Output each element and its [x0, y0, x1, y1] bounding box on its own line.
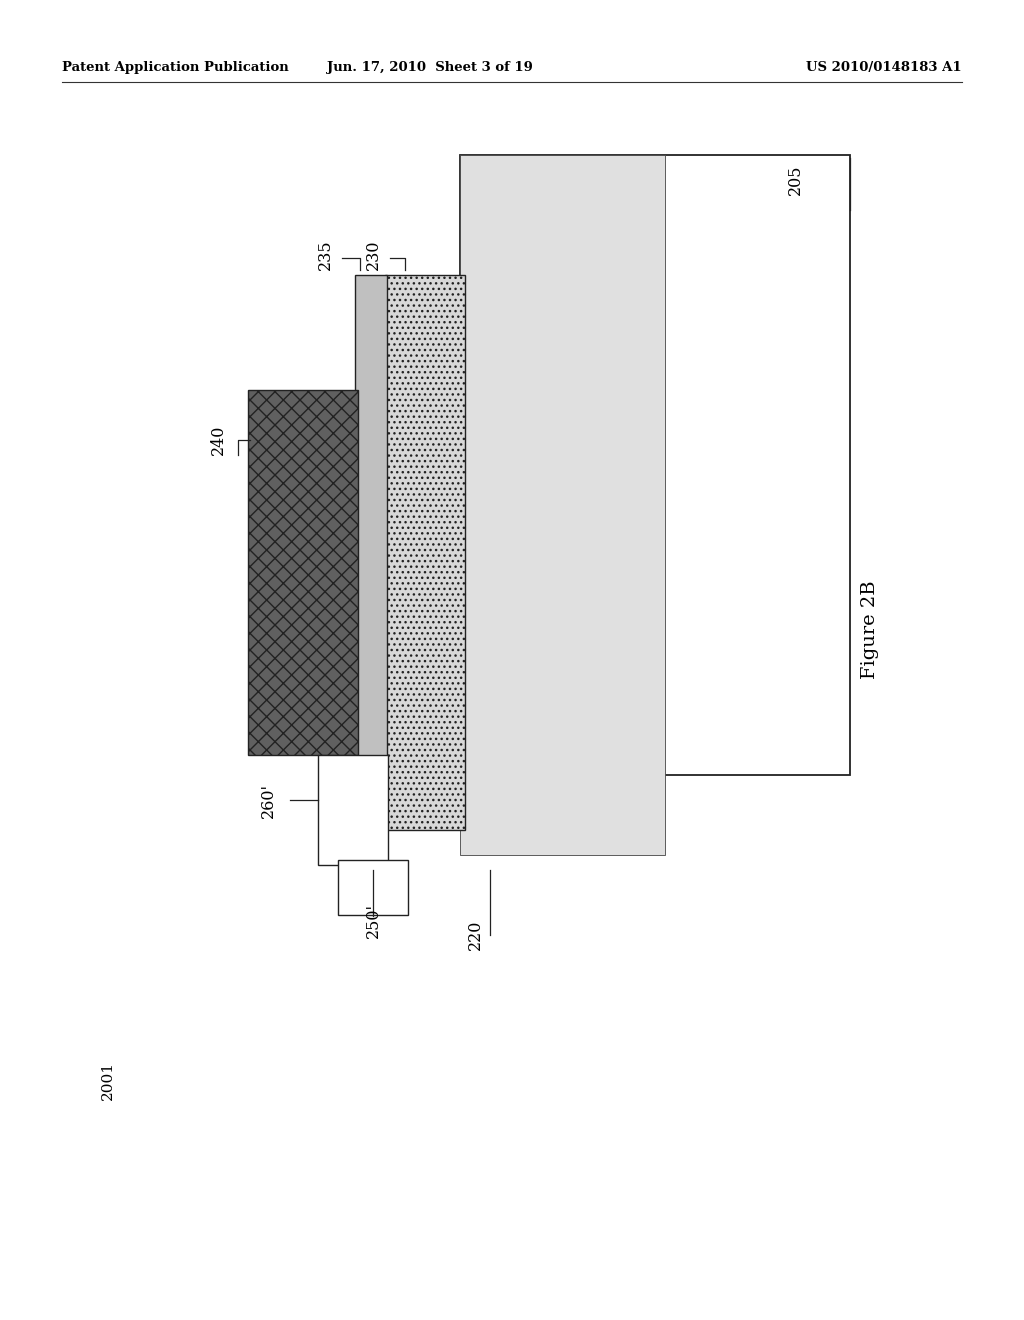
Text: 240: 240 — [210, 425, 226, 455]
Bar — [385, 275, 465, 830]
Text: 2001: 2001 — [101, 1060, 115, 1100]
Text: 220: 220 — [467, 920, 483, 950]
Bar — [248, 389, 358, 755]
Text: 260': 260' — [259, 783, 276, 817]
Text: 235: 235 — [316, 240, 334, 271]
Bar — [460, 154, 850, 775]
Bar — [355, 275, 387, 830]
Text: Jun. 17, 2010  Sheet 3 of 19: Jun. 17, 2010 Sheet 3 of 19 — [327, 62, 532, 74]
Text: US 2010/0148183 A1: US 2010/0148183 A1 — [806, 62, 962, 74]
Text: 230: 230 — [365, 240, 382, 271]
Text: Patent Application Publication: Patent Application Publication — [62, 62, 289, 74]
Text: 205: 205 — [786, 165, 804, 195]
Text: Figure 2B: Figure 2B — [861, 581, 879, 680]
Bar — [338, 861, 408, 915]
Text: 250': 250' — [365, 903, 382, 937]
Bar — [318, 755, 388, 865]
Bar — [460, 154, 665, 855]
